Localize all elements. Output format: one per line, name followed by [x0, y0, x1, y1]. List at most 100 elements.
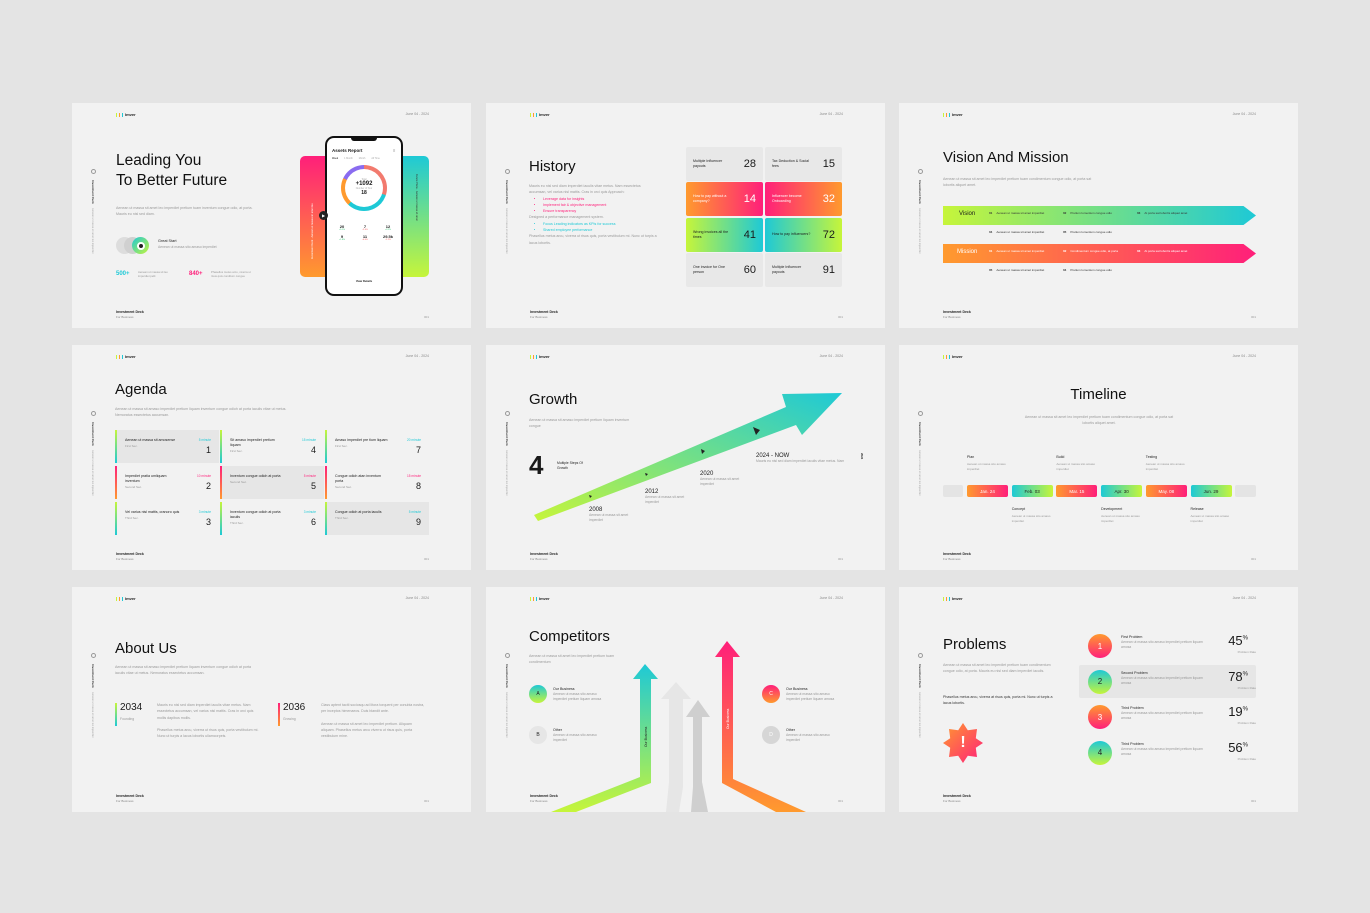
accent-bar: [325, 466, 327, 499]
agenda-item-number: 6: [310, 517, 316, 527]
side-subtitle: Aenean ut massa sit amet leo imperdiet: [91, 691, 94, 738]
slide-about[interactable]: About Us Aenean ut massa sit amaso imper…: [72, 587, 471, 812]
agenda-item-title: Amaso imperdiet pre tium liquam: [335, 438, 388, 442]
phone-tabs: Week 1 Month Month All Time: [332, 157, 380, 160]
agenda-item-duration: 3 minute: [303, 510, 316, 514]
agenda-item-number: 4: [310, 445, 316, 455]
timeline-phase: Plan Aenean ut massa sito amaso imperdiet: [967, 455, 1011, 472]
side-label: Investment Deck Aenean ut massa sit amet …: [90, 411, 98, 506]
agenda-item-duration: 3 minute: [198, 510, 211, 514]
competitor-desc: Aenean ut massa sito amaso imperdiet: [786, 733, 830, 743]
agenda-item-number: 1: [205, 445, 211, 455]
logo-mark-icon: [949, 354, 950, 359]
accent-bar: [220, 502, 222, 535]
footer-subtitle: For Business: [943, 315, 961, 319]
slide-problems[interactable]: Problems Aenean ut massa sit amet leo im…: [899, 587, 1298, 812]
competitor-badge: D: [762, 726, 780, 744]
logo-mark-icon: [116, 112, 117, 117]
footer-subtitle: For Business: [116, 315, 134, 319]
side-subtitle: Aenean ut massa sit amet leo imperdiet: [505, 207, 508, 254]
timeline-phase-desc: Aenean ut massa sito amaso imperdiet: [1190, 514, 1230, 523]
footer-subtitle: For Business: [530, 315, 548, 319]
problem-info: Third Problem Aenean ut massa sito amaso …: [1121, 706, 1211, 722]
page-number: 001: [1250, 315, 1256, 319]
page-number: 001: [1250, 799, 1256, 803]
agenda-item-number: 7: [415, 445, 421, 455]
agenda-item-section: First Sec.: [335, 444, 348, 449]
logo-mark-icon: [943, 112, 944, 117]
logo-text: Imver: [952, 596, 963, 601]
timeline-phase-desc: Aenean ut massa sito amaso imperdiet: [967, 462, 1006, 471]
history-card: One invoice for One person 60: [686, 253, 763, 287]
slide-agenda[interactable]: Agenda Aenean ut massa sit amaso imperdi…: [72, 345, 471, 570]
footer-title: Investment Deck: [116, 310, 144, 314]
agenda-item-title: Congue odioh at porta iaculis: [335, 510, 382, 514]
competitor-name: Our Business: [786, 687, 808, 691]
logo-mark-icon: [530, 112, 531, 117]
slide-vision-mission[interactable]: Vision And Mission Aenean ut massa sit a…: [899, 103, 1298, 328]
logo-mark-icon: [122, 112, 123, 117]
vm-item-number: 04: [1063, 268, 1067, 272]
side-subtitle: Aenean ut massa sit amet leo imperdiet: [505, 691, 508, 738]
logo-text: Imver: [539, 112, 550, 117]
slide-cover[interactable]: Leading You To Better Future Aenean ut ma…: [72, 103, 471, 328]
page-number: 001: [423, 799, 429, 803]
logo-mark-icon: [122, 354, 123, 359]
history-card: Multiple Influencer payouts 28: [686, 147, 763, 181]
problem-info: Second Problem Aenean ut massa sito amaso…: [1121, 671, 1211, 687]
tab-1month[interactable]: 1 Month: [344, 157, 353, 160]
side-title: Investment Deck: [918, 180, 922, 204]
vision-arrow: [943, 206, 1256, 225]
accent-bar: [325, 430, 327, 463]
footer-title: Investment Deck: [116, 794, 144, 798]
slide-timeline[interactable]: Timeline Aenean ut massa sit amet leo im…: [899, 345, 1298, 570]
accent-bar: [278, 703, 280, 726]
vm-item: 03 At porta sat lobortis aliquet amet: [1137, 211, 1197, 215]
slide-date: June 04 - 2024: [819, 596, 843, 600]
vision-label: Vision: [959, 211, 976, 217]
problem-rate-label: Problem Rate: [1237, 650, 1256, 654]
view-details-button[interactable]: View Details: [355, 279, 373, 283]
problem-name: Third Problem: [1121, 741, 1144, 746]
vm-item-text: At porta sat lobortis aliquet amet: [1144, 249, 1188, 253]
side-dot-icon: [91, 411, 96, 416]
play-icon[interactable]: ▶: [319, 211, 328, 220]
vm-item-number: 01: [989, 249, 993, 253]
about-desc: Mauris eu nisl sed diam imperdiet iaculi…: [157, 703, 259, 739]
logo-mark-icon: [533, 354, 534, 359]
logo-mark-icon: [119, 596, 120, 601]
history-card: How to pay influencers? 72: [765, 218, 842, 252]
slide-history[interactable]: History Mauris eu nisl sed diam imperdie…: [486, 103, 885, 328]
slide-competitors[interactable]: Competitors Aenean ut massa sit amet leo…: [486, 587, 885, 812]
side-dot-icon: [918, 653, 923, 658]
vm-item-text: Pretium lumentum congue odio: [1070, 268, 1112, 272]
agenda-item: Congue odioh atan inventum porta Second S…: [325, 466, 429, 499]
agenda-item-section: Third Sec.: [335, 516, 349, 521]
stat-840-desc: Phasellus metus arcu, viverra ut risus q…: [211, 270, 251, 279]
timeline-date-pill: Jun. 29: [1190, 485, 1232, 497]
competitor-info: Our Business Aenean ut massa sito amaso i…: [553, 687, 608, 703]
slide-growth[interactable]: Growth Aenean ut massa sit amaso imperdi…: [486, 345, 885, 570]
problem-number-badge: 1: [1088, 634, 1112, 658]
stat-cell: 20 +5.1%: [338, 224, 346, 231]
side-title: Investment Deck: [505, 180, 509, 204]
tab-month[interactable]: Month: [358, 157, 366, 160]
footer-title: Investment Deck: [530, 794, 558, 798]
timeline-end-cap: [1235, 485, 1256, 497]
history-card: Wrong invoices all the times 41: [686, 218, 763, 252]
side-subtitle: Aenean ut massa sit amet leo imperdiet: [91, 449, 94, 496]
competitor-desc: Aenean ut massa sito amaso imperdiet: [553, 733, 597, 743]
mission-arrow: [943, 244, 1256, 263]
side-title: Investment Deck: [91, 180, 95, 204]
logo-mark-icon: [946, 112, 947, 117]
cover-paragraph: Aenean ut massa sit amet leo imperdiet p…: [116, 206, 253, 217]
menu-icon[interactable]: ≡: [393, 148, 396, 153]
tab-week[interactable]: Week: [332, 157, 339, 160]
timeline-date-pill: Mar. 15: [1056, 485, 1098, 497]
about-year: 2034: [120, 702, 143, 713]
side-title: Investment Deck: [505, 422, 509, 446]
tab-all[interactable]: All Time: [371, 157, 380, 160]
agenda-item: Congue odioh at porta iaculis Third Sec. 5…: [325, 502, 429, 535]
page-number: 001: [1250, 557, 1256, 561]
agenda-item-title: Imperdiet pratia umliquam inventum: [125, 474, 167, 484]
